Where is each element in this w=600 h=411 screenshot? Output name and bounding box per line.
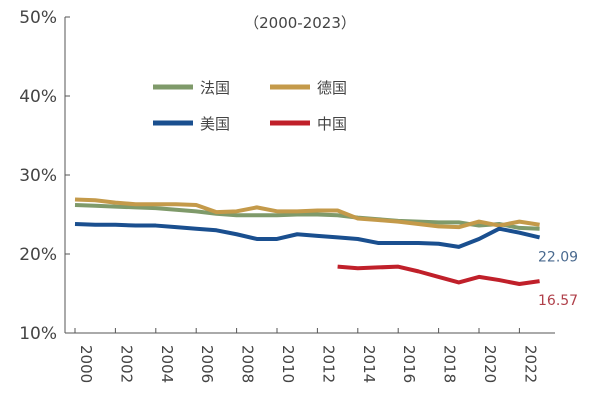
x-tick-label: 2014 xyxy=(360,345,378,383)
series-line-0 xyxy=(74,203,540,231)
legend-label: 美国 xyxy=(200,115,230,133)
x-tick-label: 2010 xyxy=(279,345,297,383)
x-tick-label: 2004 xyxy=(158,345,176,383)
x-tick-label: 2016 xyxy=(400,345,418,383)
chart-title: （2000-2023） xyxy=(244,14,356,32)
legend-label: 中国 xyxy=(317,115,347,133)
y-tick-label: 20% xyxy=(19,245,57,265)
x-tick-label: 2008 xyxy=(239,345,257,383)
end-data-label: 16.57 xyxy=(538,293,578,309)
legend-label: 德国 xyxy=(317,79,347,97)
series-line-3 xyxy=(337,264,540,287)
legend-label: 法国 xyxy=(200,79,230,97)
y-tick-label: 10% xyxy=(19,324,57,344)
y-tick-label: 40% xyxy=(19,87,57,107)
x-tick-label: 2000 xyxy=(77,345,95,383)
end-data-label: 22.09 xyxy=(538,249,578,265)
series-line-1 xyxy=(74,197,540,230)
x-tick-label: 2002 xyxy=(117,345,135,383)
x-tick-label: 2018 xyxy=(441,345,459,383)
x-tick-label: 2022 xyxy=(521,345,539,383)
x-tick-label: 2012 xyxy=(319,345,337,383)
y-tick-label: 50% xyxy=(19,8,57,28)
x-tick-label: 2006 xyxy=(198,345,216,383)
series-line-2 xyxy=(74,221,541,249)
y-tick-label: 30% xyxy=(19,166,57,186)
x-tick-label: 2020 xyxy=(481,345,499,383)
